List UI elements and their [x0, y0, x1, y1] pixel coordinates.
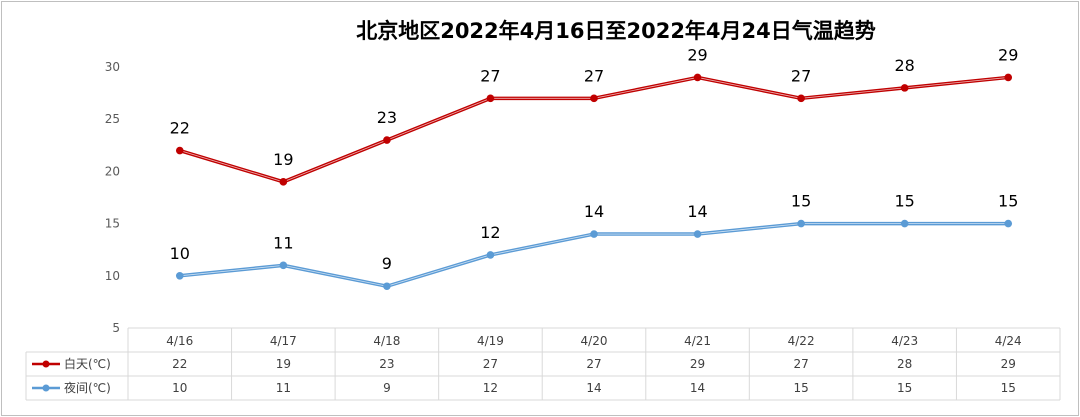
x-tick-label: 4/20 [581, 334, 608, 348]
legend-entry: 夜间(℃) [64, 380, 111, 395]
table-cell: 10 [172, 381, 187, 395]
table-cell: 14 [690, 381, 705, 395]
data-label: 22 [170, 119, 190, 138]
data-label: 15 [894, 192, 914, 211]
y-tick-label: 10 [105, 269, 120, 283]
data-label: 15 [998, 192, 1018, 211]
data-point [486, 94, 495, 103]
legend-entry: 白天(℃) [64, 356, 111, 371]
table-cell: 23 [379, 357, 394, 371]
y-tick-label: 20 [105, 164, 120, 178]
table-cell: 22 [172, 357, 187, 371]
data-label: 27 [480, 66, 500, 85]
data-label: 15 [791, 192, 811, 211]
y-tick-label: 25 [105, 112, 120, 126]
table-cell: 15 [1001, 381, 1016, 395]
table-cell: 27 [793, 357, 808, 371]
table-cell: 27 [483, 357, 498, 371]
data-point [797, 219, 805, 228]
data-label: 27 [791, 66, 811, 85]
data-point [486, 251, 495, 259]
table-cell: 9 [383, 381, 391, 395]
data-label: 11 [273, 233, 293, 252]
data-point [900, 219, 909, 228]
data-point [590, 230, 598, 238]
data-point [590, 94, 598, 103]
data-point [1004, 219, 1013, 228]
data-label: 14 [584, 202, 604, 221]
table-cell: 15 [897, 381, 912, 395]
data-label: 29 [998, 45, 1018, 64]
data-point [279, 261, 288, 270]
x-tick-label: 4/18 [373, 334, 400, 348]
data-label: 29 [687, 45, 707, 64]
x-tick-label: 4/21 [684, 334, 711, 348]
table-cell: 15 [793, 381, 808, 395]
table-cell: 12 [483, 381, 498, 395]
legend-key-marker [42, 360, 50, 368]
data-point [693, 73, 702, 82]
data-label: 14 [687, 202, 707, 221]
x-tick-label: 4/22 [788, 334, 815, 348]
data-point [279, 178, 288, 186]
data-point [900, 84, 909, 92]
data-point [175, 272, 184, 280]
x-tick-label: 4/24 [995, 334, 1022, 348]
x-tick-label: 4/17 [270, 334, 297, 348]
table-cell: 19 [276, 357, 291, 371]
chart-title: 北京地区2022年4月16日至2022年4月24日气温趋势 [356, 19, 876, 43]
data-point [693, 230, 702, 238]
data-label: 28 [894, 56, 914, 75]
legend-key-marker [42, 384, 50, 392]
table-cell: 11 [276, 381, 291, 395]
series-line-highlight [179, 77, 1009, 183]
data-label: 23 [377, 108, 397, 127]
table-cell: 28 [897, 357, 912, 371]
data-point [383, 282, 391, 291]
y-tick-label: 15 [105, 217, 120, 231]
y-tick-label: 5 [112, 321, 120, 335]
data-point [175, 146, 184, 155]
data-label: 12 [480, 223, 500, 242]
data-point [1004, 73, 1013, 82]
table-cell: 29 [1001, 357, 1016, 371]
data-point [383, 136, 391, 144]
x-tick-label: 4/16 [166, 334, 193, 348]
x-tick-label: 4/23 [891, 334, 918, 348]
series-line [179, 75, 1009, 184]
table-cell: 29 [690, 357, 705, 371]
data-label: 19 [273, 150, 293, 169]
data-point [797, 94, 805, 103]
data-label: 9 [382, 254, 392, 273]
table-cell: 27 [586, 357, 601, 371]
data-label: 10 [170, 244, 190, 263]
data-label: 27 [584, 66, 604, 85]
x-tick-label: 4/19 [477, 334, 504, 348]
table-cell: 14 [586, 381, 601, 395]
y-tick-label: 30 [105, 60, 120, 74]
